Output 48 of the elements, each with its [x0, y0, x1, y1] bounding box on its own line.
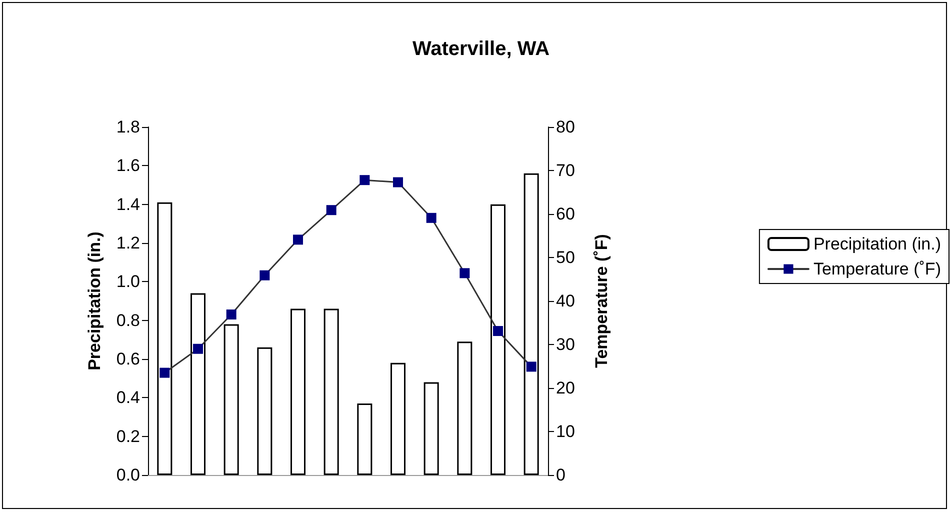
y2-tick-label: 20	[556, 378, 575, 398]
y-tick-label: 0.4	[116, 388, 140, 408]
point	[526, 362, 536, 372]
point	[260, 270, 270, 280]
y-tick-label: 0.8	[116, 310, 140, 330]
bar	[257, 347, 272, 475]
y2-tick-label: 30	[556, 335, 575, 354]
y2-tick-label: 60	[556, 204, 575, 224]
y-tick-label: 0.6	[116, 350, 140, 368]
bar	[324, 308, 339, 475]
y-tick-label: 0.0	[116, 466, 140, 484]
bar	[490, 204, 506, 475]
y-tick-label: 1.2	[116, 234, 140, 252]
bar	[390, 362, 406, 475]
y2-axis-title: Temperature (˚F)	[592, 234, 611, 368]
y-tick-label: 1.6	[116, 156, 140, 176]
chart-title: Waterville, WA	[412, 38, 550, 60]
bar	[424, 382, 439, 475]
y-tick-label: 1.8	[116, 118, 140, 136]
point	[426, 212, 436, 223]
y-tick-label: 0.2	[116, 426, 140, 446]
y2-tick-label: 40	[556, 292, 575, 310]
y2-tick-label: 70	[556, 161, 575, 180]
y-axis-title: Precipitation (in.)	[85, 232, 104, 370]
bar	[157, 202, 172, 475]
bar	[524, 173, 539, 475]
y2-tick-label: 80	[556, 118, 575, 136]
point	[493, 326, 503, 336]
y2-tick-label: 10	[556, 422, 575, 441]
bar	[190, 293, 206, 475]
bar	[224, 324, 239, 475]
point	[393, 177, 403, 188]
point	[293, 234, 303, 245]
legend-label: Temperature (˚F)	[813, 260, 941, 278]
point	[326, 205, 336, 216]
point	[360, 175, 370, 186]
bar	[290, 308, 306, 475]
point	[226, 309, 236, 320]
legend-label: Precipitation (in.)	[813, 234, 942, 254]
point	[460, 268, 470, 278]
point	[160, 368, 170, 378]
bar	[457, 342, 472, 475]
point	[193, 344, 203, 354]
y2-tick-label: 50	[556, 248, 575, 267]
y2-tick-label: 0	[556, 466, 566, 484]
bar	[357, 403, 372, 475]
y-tick-label: 1.0	[116, 272, 140, 292]
y-tick-label: 1.4	[116, 194, 140, 214]
